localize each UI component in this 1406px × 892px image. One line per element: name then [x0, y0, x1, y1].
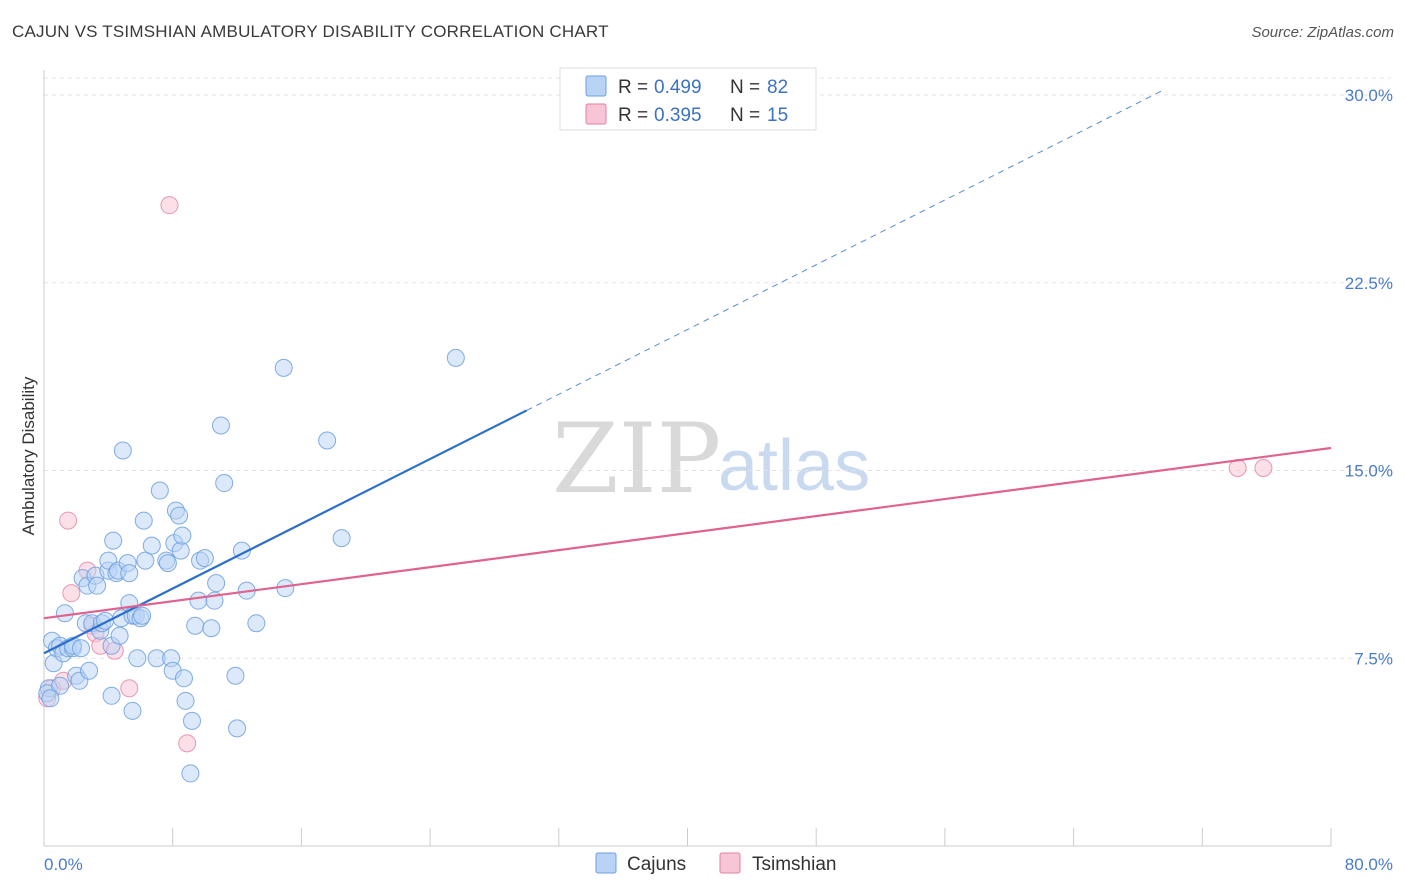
cajun-point-70 — [228, 719, 247, 738]
cajun-point-59 — [183, 711, 202, 730]
tsimshian-point-10 — [120, 679, 139, 698]
cajun-point-39 — [128, 649, 147, 668]
cajun-trend-extension — [526, 90, 1163, 411]
cajun-point-77 — [332, 529, 351, 548]
y-tick-label-2: 22.5% — [1345, 274, 1393, 293]
x-tick-label-0: 0.0% — [44, 855, 83, 874]
cajun-point-54 — [171, 541, 190, 560]
cajun-point-57 — [176, 691, 195, 710]
legend-r-value-tsimshian: 0.395 — [654, 105, 702, 126]
bottom-legend-swatch-tsimshian — [719, 852, 741, 874]
cajun-point-56 — [174, 669, 193, 688]
x-tick-labels: 0.0% 80.0% — [44, 855, 1393, 874]
trend-lines — [43, 90, 1332, 655]
axes — [43, 70, 1332, 847]
cajun-point-46 — [150, 481, 169, 500]
legend-swatch-tsimshian — [585, 103, 607, 125]
cajun-point-73 — [247, 614, 266, 633]
cajun-point-30 — [110, 626, 129, 645]
cajun-point-9 — [55, 604, 74, 623]
watermark: ZIP atlas — [552, 403, 870, 515]
cajun-point-67 — [211, 416, 230, 435]
legend-n-label-cajun: N = — [730, 77, 760, 98]
cajun-point-16 — [80, 661, 99, 680]
cajun-point-64 — [202, 619, 221, 638]
cajun-point-60 — [186, 616, 205, 635]
cajun-trend-line — [43, 409, 528, 655]
cajun-point-32 — [113, 441, 132, 460]
cajun-point-66 — [207, 574, 226, 593]
chart-source: Source: ZipAtlas.com — [1251, 24, 1394, 41]
tsimshian-trend-line — [43, 446, 1332, 620]
legend-n-label-tsimshian: N = — [730, 105, 760, 126]
grid — [44, 77, 1391, 659]
cajun-point-53 — [170, 506, 189, 525]
cajun-point-44 — [142, 536, 161, 555]
cajun-point-26 — [102, 686, 121, 705]
bottom-legend-label-cajuns: Cajuns — [627, 854, 686, 875]
tsimshian-point-12 — [178, 734, 197, 753]
tsimshian-point-4 — [62, 584, 81, 603]
y-tick-label-3: 30.0% — [1345, 86, 1393, 105]
legend: R = 0.499 N = 82 R = 0.395 N = 15 — [559, 67, 817, 131]
legend-r-label-tsimshian: R = — [618, 105, 648, 126]
cajun-point-74 — [274, 358, 293, 377]
watermark-atlas: atlas — [718, 426, 870, 506]
legend-swatch-cajun — [585, 75, 607, 97]
cajun-point-12 — [72, 639, 91, 658]
chart-title: CAJUN VS TSIMSHIAN AMBULATORY DISABILITY… — [12, 22, 609, 41]
cajun-points — [38, 348, 465, 783]
cajun-point-43 — [136, 551, 155, 570]
cajun-point-58 — [181, 764, 200, 783]
y-tick-labels: 7.5% 15.0% 22.5% 30.0% — [1345, 86, 1393, 668]
bottom-legend-label-tsimshian: Tsimshian — [752, 854, 836, 875]
cajun-point-48 — [158, 554, 177, 573]
legend-r-value-cajun: 0.499 — [654, 77, 702, 98]
y-tick-label-0: 7.5% — [1354, 649, 1393, 668]
cajun-point-78 — [446, 348, 465, 367]
cajun-point-63 — [195, 549, 214, 568]
legend-n-value-tsimshian: 15 — [767, 105, 788, 126]
cajun-point-27 — [104, 531, 123, 550]
bottom-legend: Cajuns Tsimshian — [595, 852, 836, 875]
tsimshian-point-14 — [1254, 459, 1273, 478]
tsimshian-point-11 — [160, 196, 179, 215]
cajun-point-80 — [51, 676, 70, 695]
cajun-point-61 — [189, 591, 208, 610]
y-axis-label: Ambulatory Disability — [19, 376, 38, 535]
cajun-point-68 — [215, 474, 234, 493]
cajun-point-19 — [88, 576, 107, 595]
cajun-point-41 — [133, 606, 152, 625]
legend-r-label-cajun: R = — [618, 77, 648, 98]
tsimshian-point-3 — [59, 511, 78, 530]
cajun-point-76 — [318, 431, 337, 450]
cajun-point-37 — [123, 701, 142, 720]
cajun-point-69 — [226, 666, 245, 685]
legend-n-value-cajun: 82 — [767, 77, 788, 98]
cajun-point-55 — [173, 526, 192, 545]
cajun-point-81 — [41, 689, 60, 708]
cajun-point-42 — [134, 511, 153, 530]
bottom-legend-swatch-cajuns — [595, 852, 617, 874]
watermark-zip: ZIP — [552, 403, 721, 515]
cajun-point-34 — [120, 564, 139, 583]
y-tick-label-1: 15.0% — [1345, 462, 1393, 481]
x-tick-label-1: 80.0% — [1345, 855, 1393, 874]
